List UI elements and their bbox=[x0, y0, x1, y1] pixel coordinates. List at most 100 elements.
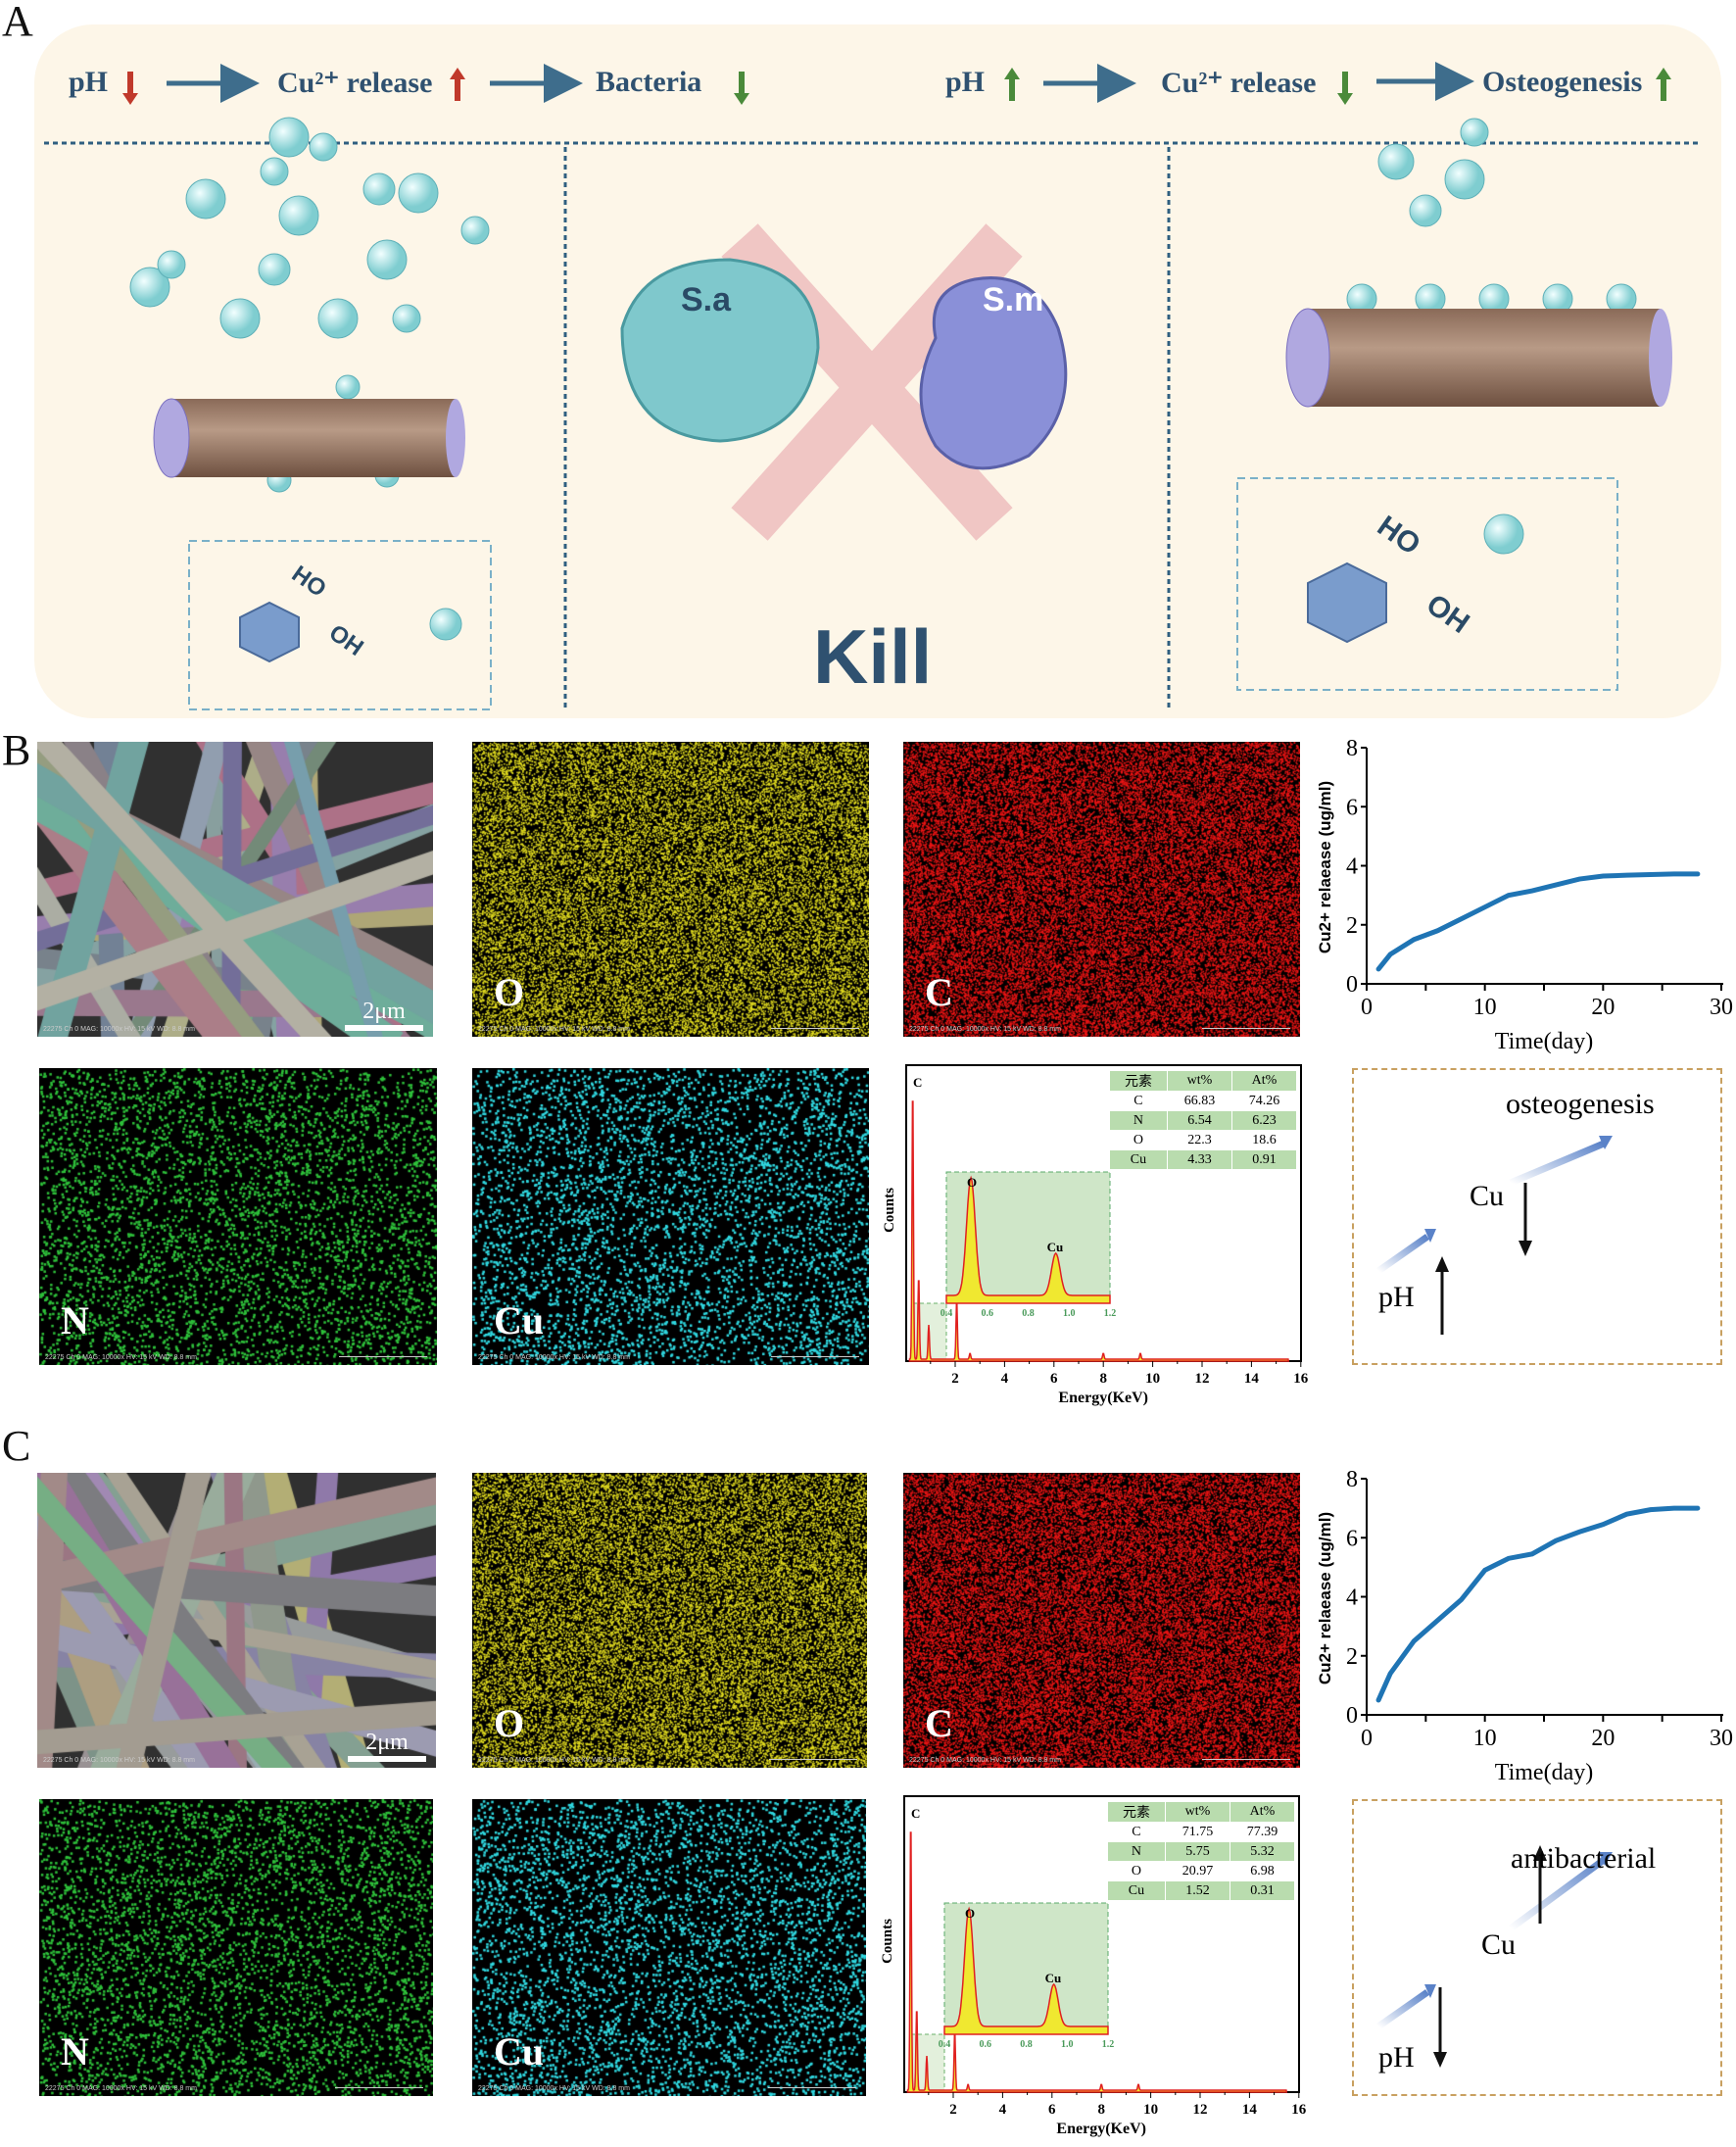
label-sm: S.m bbox=[983, 281, 1044, 318]
x-tick-label: 14 bbox=[1242, 2102, 1258, 2118]
x-axis-label: Energy(KeV) bbox=[1056, 2121, 1146, 2137]
x-tick-label: 12 bbox=[1193, 2102, 1208, 2118]
table-cell: O bbox=[1107, 1861, 1166, 1881]
table-header-cell: wt% bbox=[1166, 1070, 1232, 1092]
trend-arrows bbox=[122, 68, 1671, 105]
inset-x-tick-label: 0.8 bbox=[1020, 2039, 1033, 2050]
peak-label-cu: Cu bbox=[1047, 1240, 1064, 1254]
inset-x-tick-label: 0.4 bbox=[939, 2039, 951, 2050]
flow-ph-left: pH bbox=[69, 66, 109, 98]
y-tick-label: 8 bbox=[1346, 736, 1358, 761]
table-header-cell: wt% bbox=[1164, 1801, 1230, 1823]
cu-label: Cu bbox=[1481, 1928, 1517, 1961]
cu-ion-bubble bbox=[335, 374, 361, 400]
scale-bar bbox=[768, 2087, 856, 2088]
table-cell: O bbox=[1109, 1130, 1168, 1150]
cu-ion-bubble bbox=[157, 250, 186, 279]
inset-x-tick-label: 1.0 bbox=[1063, 1308, 1076, 1319]
x-tick-label: 14 bbox=[1244, 1371, 1260, 1387]
x-tick-label: 4 bbox=[1001, 1371, 1009, 1387]
nitrogen-map-label: N bbox=[61, 1298, 89, 1342]
trend-arrow bbox=[1375, 1234, 1430, 1274]
scale-bar bbox=[339, 1356, 427, 1357]
cu-ion-bubble bbox=[362, 172, 396, 206]
y-tick-label: 2 bbox=[1346, 1644, 1358, 1670]
nitrogen-map-label: N bbox=[61, 2029, 89, 2074]
flow-cu-release-left: Cu²⁺ release bbox=[277, 67, 433, 99]
y-tick-label: 4 bbox=[1346, 1586, 1358, 1611]
eds-spectrum: C O Cu 0.4 0.6 0.8 1.0 1.2 2 4 6 8 10 12 14 16 Energy(Ke… bbox=[882, 1063, 1313, 1416]
cu-ion-bubble bbox=[1460, 118, 1489, 147]
cu-ion-bubble bbox=[1409, 194, 1442, 227]
y-tick-label: 6 bbox=[1346, 795, 1358, 820]
table-cell: 1.52 bbox=[1164, 1880, 1230, 1901]
inset-x-tick-label: 1.2 bbox=[1104, 1308, 1117, 1319]
scale-bar bbox=[771, 1356, 859, 1357]
table-cell: 5.32 bbox=[1229, 1841, 1296, 1862]
x-axis-label: Energy(KeV) bbox=[1058, 1390, 1148, 1406]
oxygen-map-label: O bbox=[494, 970, 525, 1014]
scale-bar-label: 2μm bbox=[345, 999, 423, 1031]
micrograph-info: 22275 Ch 0 MAG: 10000x HV: 15 kV WD: 8.8… bbox=[43, 1757, 195, 1764]
cu-ion-bubble bbox=[317, 298, 359, 339]
outcome-label: osteogenesis bbox=[1506, 1088, 1655, 1120]
scale-bar bbox=[1202, 1028, 1290, 1029]
copper-map-label: Cu bbox=[494, 2029, 545, 2074]
schematic-graphics bbox=[44, 62, 1700, 710]
cu-ion-bubble bbox=[460, 216, 490, 245]
panel-label-a: A bbox=[2, 0, 33, 45]
table-cell: 4.33 bbox=[1166, 1149, 1232, 1170]
table-cell: 18.6 bbox=[1230, 1130, 1298, 1150]
catechol-ring-right bbox=[1307, 561, 1387, 644]
x-tick-label: 10 bbox=[1143, 2102, 1158, 2118]
composition-table: 元素 wt% At% C 66.83 74.26 N 6.54 6.23 O 22.3 18.6 Cu 4… bbox=[1109, 1070, 1298, 1170]
outcome-label: antibacterial bbox=[1511, 1842, 1657, 1875]
cu-ion-bubble bbox=[268, 117, 310, 158]
scale-bar-label: 2μm bbox=[348, 1730, 426, 1762]
x-tick-label: 10 bbox=[1473, 1726, 1497, 1751]
fiber-rod-right bbox=[1285, 308, 1672, 408]
peak-label-c: C bbox=[913, 1075, 922, 1090]
table-cell: 6.23 bbox=[1230, 1110, 1298, 1131]
cu-ion-bubble bbox=[258, 253, 291, 286]
trend-arrow bbox=[1509, 1140, 1606, 1187]
x-tick-label: 30 bbox=[1710, 995, 1733, 1020]
sem-image: 2μm 22275 Ch 0 MAG: 10000x HV: 15 kV WD: … bbox=[37, 1473, 436, 1768]
copper-map-label: Cu bbox=[494, 1298, 545, 1342]
catechol-ring-left bbox=[239, 601, 300, 663]
bacterium-sm bbox=[919, 276, 1068, 470]
x-tick-label: 10 bbox=[1473, 995, 1497, 1020]
spectrum-trace bbox=[908, 1100, 1290, 1362]
flow-bacteria: Bacteria bbox=[596, 66, 702, 98]
scale-bar bbox=[335, 2087, 423, 2088]
carbon-map: C 22275 Ch 0 MAG: 10000x HV: 15 kV WD: 8.… bbox=[903, 1473, 1300, 1768]
x-tick-label: 12 bbox=[1195, 1371, 1210, 1387]
table-cell: 71.75 bbox=[1164, 1822, 1230, 1842]
mechanism-schematic: pH Cu²⁺ release Bacteria pH Cu²⁺ release… bbox=[34, 24, 1721, 718]
flow-osteogenesis: Osteogenesis bbox=[1482, 66, 1643, 98]
table-cell: N bbox=[1109, 1110, 1168, 1131]
trend-arrow bbox=[1508, 1857, 1607, 1931]
cu-ion-bubble bbox=[219, 298, 261, 339]
micrograph-info: 22275 Ch 0 MAG: 10000x HV: 15 kV WD: 8.8… bbox=[478, 1354, 630, 1361]
composition-table: 元素 wt% At% C 71.75 77.39 N 5.75 5.32 O 20.97 6.98 Cu… bbox=[1107, 1801, 1296, 1901]
table-cell: Cu bbox=[1109, 1149, 1168, 1170]
fiber-rod-left bbox=[153, 398, 465, 478]
cu-ion-bubble bbox=[260, 157, 289, 186]
table-cell: 66.83 bbox=[1166, 1091, 1232, 1111]
micrograph-info: 22275 Ch 0 MAG: 10000x HV: 15 kV WD: 8.8… bbox=[909, 1026, 1061, 1033]
release-chart: 0 2 4 6 8 0 10 20 30 Time(day) Cu2+ relaease (ug/m… bbox=[1313, 1461, 1736, 1789]
flow-ph-right: pH bbox=[945, 66, 986, 98]
x-tick-label: 6 bbox=[1050, 1371, 1058, 1387]
table-cell: 0.91 bbox=[1230, 1149, 1298, 1170]
micrograph-info: 22275 Ch 0 MAG: 10000x HV: 15 kV WD: 8.8… bbox=[45, 1354, 197, 1361]
x-tick-label: 20 bbox=[1591, 995, 1615, 1020]
flow-cu-release-right: Cu²⁺ release bbox=[1161, 67, 1317, 99]
micrograph-info: 22275 Ch 0 MAG: 10000x HV: 15 kV WD: 8.8… bbox=[45, 2085, 197, 2092]
table-cell: C bbox=[1107, 1822, 1166, 1842]
y-axis-label: Cu2+ relaease (ug/ml) bbox=[1316, 1512, 1334, 1684]
table-cell: 6.98 bbox=[1229, 1861, 1296, 1881]
y-axis-label: Counts bbox=[880, 1919, 895, 1964]
x-tick-label: 2 bbox=[951, 1371, 959, 1387]
carbon-map-label: C bbox=[925, 1701, 953, 1745]
